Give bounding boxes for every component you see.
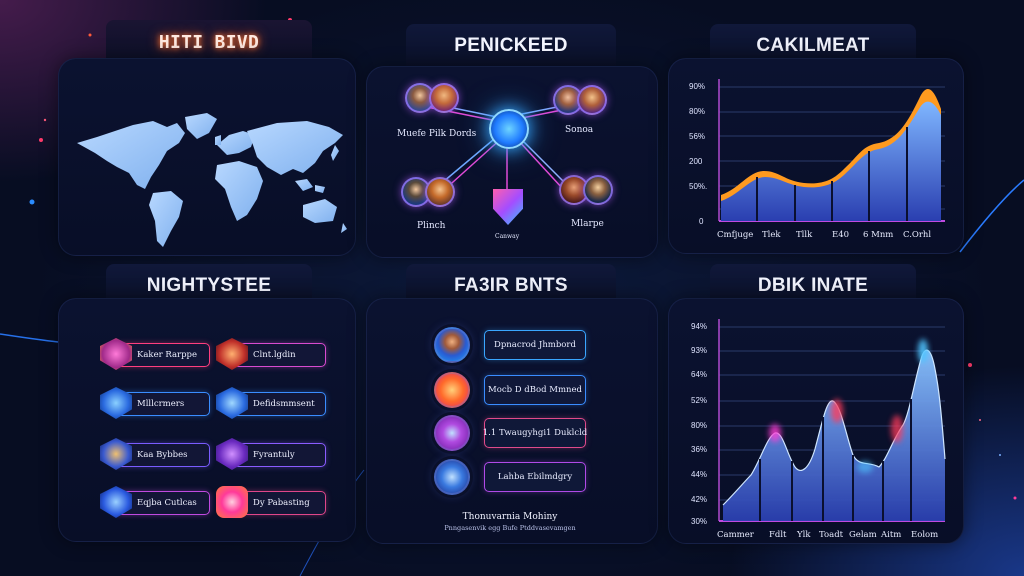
blue-character-icon xyxy=(434,459,470,495)
pink-app-badge-icon xyxy=(216,486,248,518)
purple-robot-icon xyxy=(434,415,470,451)
x-tick-label: Tllk xyxy=(796,230,813,240)
map-panel-title: HITI BIVD xyxy=(158,32,260,53)
y-tick-label: 80% xyxy=(689,107,705,116)
achievement-item[interactable]: Dy Pabasting xyxy=(216,486,326,518)
dbikinate-panel-title: DBIK INATE xyxy=(757,274,869,296)
network-panel: Muefe Pilk Dords Sonoa Plinch Canway Mla… xyxy=(366,66,658,258)
x-tick-label: Toadt xyxy=(819,530,844,540)
hub-globe-icon[interactable] xyxy=(489,109,529,149)
x-tick-label: Aitm xyxy=(880,530,901,540)
y-tick-label: 90% xyxy=(689,82,705,91)
y-tick-label: 44% xyxy=(691,470,707,479)
achievement-item[interactable]: Defidsmmsent xyxy=(216,387,326,419)
network-panel-header: PENICKEED xyxy=(406,24,616,68)
dbikinate-chart-panel: 94% 93% 64% 52% 80% 36% 44% 42% 30% Camm… xyxy=(668,298,964,544)
network-node-top-left[interactable] xyxy=(405,83,459,113)
achievement-item[interactable]: Kaa Bybbes xyxy=(100,438,210,470)
network-node-label: Sonoa xyxy=(565,125,594,135)
feature-item[interactable]: Lahba Ebilmdgry xyxy=(434,457,594,497)
y-tick-label: 56% xyxy=(689,132,705,141)
avatar xyxy=(553,85,583,115)
y-tick-label: 30% xyxy=(691,517,707,526)
cakilmeat-panel-title: CAKILMEAT xyxy=(756,34,870,56)
feature-label: Lahba Ebilmdgry xyxy=(484,462,586,492)
feature-item[interactable]: Dpnacrod Jhmbord xyxy=(434,325,594,365)
x-tick-label: Gelam xyxy=(849,530,877,540)
achievement-item[interactable]: Kaker Rarppe xyxy=(100,338,210,370)
features-footer-subtitle: Pnngasenvik egg Bufe Ptddvasevamgen xyxy=(444,524,576,532)
y-tick-label: 50%. xyxy=(689,182,707,191)
x-tick-label: Ylk xyxy=(796,530,811,540)
x-tick-label: C.Orhl xyxy=(903,230,931,240)
network-node-label: Canway xyxy=(495,233,520,240)
x-tick-label: Cammer xyxy=(717,530,755,540)
world-map-icon[interactable] xyxy=(67,81,349,251)
y-tick-label: 42% xyxy=(691,495,707,504)
avatar xyxy=(577,85,607,115)
achievement-item[interactable]: Mlllcrmers xyxy=(100,387,210,419)
x-tick-label: Cmfjuge xyxy=(717,230,753,240)
y-tick-label: 94% xyxy=(691,322,707,331)
network-node-bottom-right[interactable] xyxy=(559,175,613,205)
y-tick-label: 93% xyxy=(691,346,707,355)
feature-label: Mocb D dBod Mmned xyxy=(484,375,586,405)
y-tick-label: 0 xyxy=(699,217,704,226)
network-node-top-right[interactable] xyxy=(553,85,607,115)
network-node-label: Plinch xyxy=(417,221,446,231)
y-tick-label: 52% xyxy=(691,396,707,405)
achievements-panel-title: NIGHTYSTEE xyxy=(146,274,272,296)
avatar xyxy=(429,83,459,113)
cakilmeat-area-chart[interactable]: 90% 80% 56% 200 50%. 0 Cmfjuge Tlek Tllk… xyxy=(669,59,965,255)
feature-item[interactable]: 1.1 Twaugyhgi1 Duklcld xyxy=(434,413,594,453)
achievement-item[interactable]: Fyrantuly xyxy=(216,438,326,470)
achievement-item[interactable]: Clnt.lgdin xyxy=(216,338,326,370)
x-tick-label: E40 xyxy=(832,230,849,240)
network-node-label: Muefe Pilk Dords xyxy=(397,129,477,139)
x-tick-label: Fdlt xyxy=(769,530,787,540)
network-node-bottom-left[interactable] xyxy=(401,177,455,207)
x-tick-label: Tlek xyxy=(762,230,781,240)
features-panel-title: FA3IR BNTS xyxy=(454,274,568,296)
orange-game-icon xyxy=(434,372,470,408)
cakilmeat-chart-panel: 90% 80% 56% 200 50%. 0 Cmfjuge Tlek Tllk… xyxy=(668,58,964,254)
network-node-label: Mlarpe xyxy=(571,219,604,229)
avatar xyxy=(583,175,613,205)
avatar xyxy=(425,177,455,207)
person-avatar-icon xyxy=(434,327,470,363)
feature-item[interactable]: Mocb D dBod Mmned xyxy=(434,370,594,410)
features-footer-title: Thonuvarnia Mohiny xyxy=(462,512,558,522)
dbikinate-area-chart[interactable]: 94% 93% 64% 52% 80% 36% 44% 42% 30% Camm… xyxy=(669,299,965,545)
network-panel-title: PENICKEED xyxy=(454,34,568,56)
y-tick-label: 80% xyxy=(691,421,707,430)
feature-label: 1.1 Twaugyhgi1 Duklcld xyxy=(483,418,587,448)
y-tick-label: 64% xyxy=(691,370,707,379)
map-panel xyxy=(58,58,356,256)
y-tick-label: 36% xyxy=(691,445,707,454)
x-tick-label: 6 Mnm xyxy=(863,230,893,240)
x-tick-label: Eolom xyxy=(911,530,938,540)
feature-label: Dpnacrod Jhmbord xyxy=(484,330,586,360)
achievement-item[interactable]: Eqjba Cutlcas xyxy=(100,486,210,518)
y-tick-label: 200 xyxy=(689,157,703,166)
